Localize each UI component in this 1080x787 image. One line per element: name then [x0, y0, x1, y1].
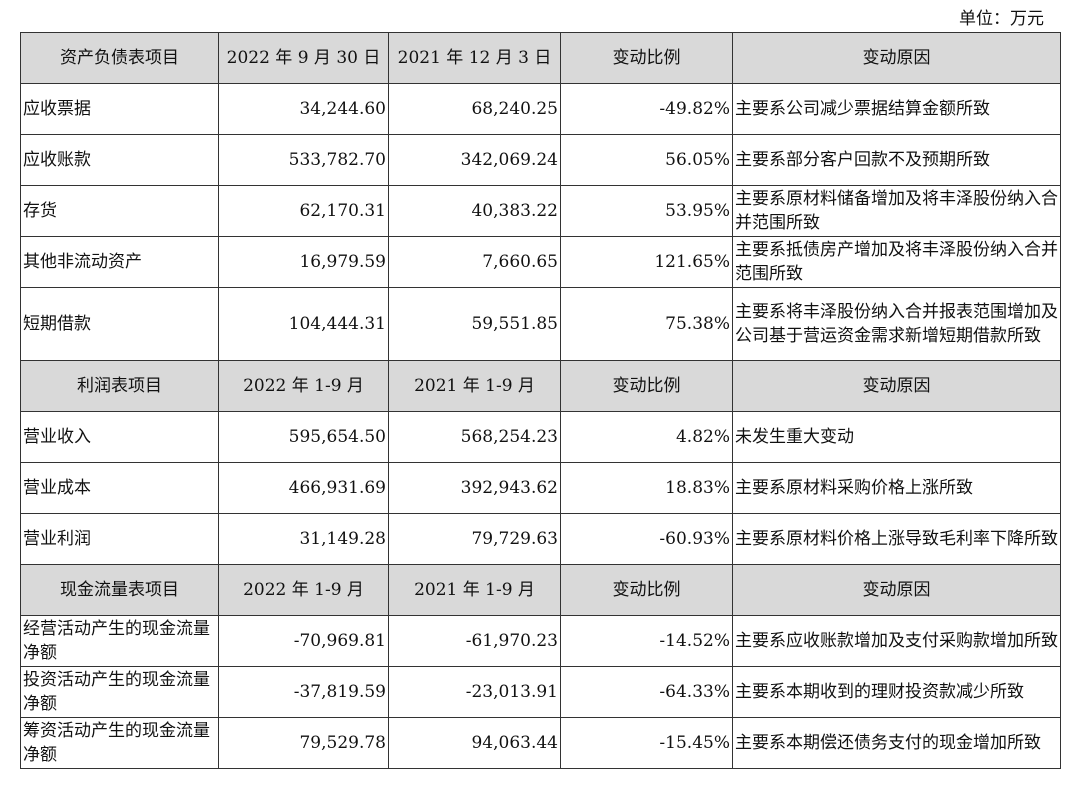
col-header-reason: 变动原因 [732, 32, 1061, 84]
row-item-name: 应收账款 [20, 134, 219, 186]
col-header-period-2: 2021 年 1-9 月 [388, 564, 561, 616]
col-header-period-2: 2021 年 12 月 3 日 [388, 32, 561, 84]
change-ratio: 75.38% [560, 287, 733, 361]
col-header-period-1: 2022 年 1-9 月 [218, 360, 389, 412]
value-prior: 392,943.62 [388, 462, 561, 514]
change-reason: 主要系原材料价格上涨导致毛利率下降所致 [732, 513, 1061, 565]
change-ratio: -15.45% [560, 717, 733, 769]
value-current: 595,654.50 [218, 411, 389, 463]
table-row: 短期借款 104,444.31 59,551.85 75.38% 主要系将丰泽股份纳入合… [20, 287, 1061, 361]
section-header-row: 资产负债表项目 2022 年 9 月 30 日 2021 年 12 月 3 日变动比… [20, 32, 1061, 84]
table-row: 营业收入 595,654.50 568,254.23 4.82% 未发生重大变动 [20, 411, 1061, 463]
row-item-name: 存货 [20, 185, 219, 237]
financial-changes-table: 资产负债表项目 2022 年 9 月 30 日 2021 年 12 月 3 日变动比… [20, 32, 1061, 769]
table-row: 应收票据 34,244.60 68,240.25 -49.82% 主要系公司减少票据结算… [20, 83, 1061, 135]
change-reason: 主要系抵债房产增加及将丰泽股份纳入合并范围所致 [732, 236, 1061, 288]
col-header-item: 资产负债表项目 [20, 32, 219, 84]
value-current: -37,819.59 [218, 666, 389, 718]
col-header-reason: 变动原因 [732, 360, 1061, 412]
value-current: 62,170.31 [218, 185, 389, 237]
value-prior: 59,551.85 [388, 287, 561, 361]
change-ratio: -49.82% [560, 83, 733, 135]
change-reason: 未发生重大变动 [732, 411, 1061, 463]
row-item-name: 其他非流动资产 [20, 236, 219, 288]
change-ratio: 53.95% [560, 185, 733, 237]
row-item-name: 筹资活动产生的现金流量净额 [20, 717, 219, 769]
row-item-name: 应收票据 [20, 83, 219, 135]
change-reason: 主要系将丰泽股份纳入合并报表范围增加及公司基于营运资金需求新增短期借款所致 [732, 287, 1061, 361]
col-header-ratio: 变动比例 [560, 564, 733, 616]
change-reason: 主要系本期偿还债务支付的现金增加所致 [732, 717, 1061, 769]
change-ratio: 18.83% [560, 462, 733, 514]
section-header-row: 现金流量表项目 2022 年 1-9 月 2021 年 1-9 月变动比例 变动原因 [20, 564, 1061, 616]
col-header-ratio: 变动比例 [560, 360, 733, 412]
row-item-name: 营业收入 [20, 411, 219, 463]
value-prior: 79,729.63 [388, 513, 561, 565]
col-header-period-1: 2022 年 1-9 月 [218, 564, 389, 616]
unit-label: 单位：万元 [959, 9, 1044, 29]
change-reason: 主要系应收账款增加及支付采购款增加所致 [732, 615, 1061, 667]
col-header-item: 现金流量表项目 [20, 564, 219, 616]
change-ratio: 4.82% [560, 411, 733, 463]
change-ratio: 121.65% [560, 236, 733, 288]
col-header-reason: 变动原因 [732, 564, 1061, 616]
row-item-name: 营业利润 [20, 513, 219, 565]
row-item-name: 投资活动产生的现金流量净额 [20, 666, 219, 718]
table-row: 应收账款 533,782.70 342,069.24 56.05% 主要系部分客户回款不… [20, 134, 1061, 186]
value-prior: 94,063.44 [388, 717, 561, 769]
change-ratio: -64.33% [560, 666, 733, 718]
row-item-name: 短期借款 [20, 287, 219, 361]
change-reason: 主要系原材料采购价格上涨所致 [732, 462, 1061, 514]
table-row: 存货 62,170.31 40,383.22 53.95% 主要系原材料储备增加及将丰泽… [20, 185, 1061, 237]
value-current: 79,529.78 [218, 717, 389, 769]
value-prior: 342,069.24 [388, 134, 561, 186]
value-prior: -61,970.23 [388, 615, 561, 667]
value-prior: 7,660.65 [388, 236, 561, 288]
table-row: 营业成本 466,931.69 392,943.62 18.83% 主要系原材料采购价格… [20, 462, 1061, 514]
col-header-ratio: 变动比例 [560, 32, 733, 84]
change-reason: 主要系本期收到的理财投资款减少所致 [732, 666, 1061, 718]
value-current: 16,979.59 [218, 236, 389, 288]
value-current: 533,782.70 [218, 134, 389, 186]
value-current: 104,444.31 [218, 287, 389, 361]
change-reason: 主要系原材料储备增加及将丰泽股份纳入合并范围所致 [732, 185, 1061, 237]
table-row: 营业利润 31,149.28 79,729.63 -60.93% 主要系原材料价格上涨导… [20, 513, 1061, 565]
change-ratio: 56.05% [560, 134, 733, 186]
col-header-period-2: 2021 年 1-9 月 [388, 360, 561, 412]
row-item-name: 营业成本 [20, 462, 219, 514]
value-current: 31,149.28 [218, 513, 389, 565]
change-ratio: -60.93% [560, 513, 733, 565]
change-ratio: -14.52% [560, 615, 733, 667]
value-current: 34,244.60 [218, 83, 389, 135]
change-reason: 主要系部分客户回款不及预期所致 [732, 134, 1061, 186]
section-header-row: 利润表项目 2022 年 1-9 月 2021 年 1-9 月变动比例 变动原因 [20, 360, 1061, 412]
value-current: -70,969.81 [218, 615, 389, 667]
table-row: 经营活动产生的现金流量净额 -70,969.81 -61,970.23 -14.52%… [20, 615, 1061, 667]
table-row: 筹资活动产生的现金流量净额 79,529.78 94,063.44 -15.45% 主要… [20, 717, 1061, 769]
value-prior: 568,254.23 [388, 411, 561, 463]
col-header-item: 利润表项目 [20, 360, 219, 412]
value-current: 466,931.69 [218, 462, 389, 514]
table-row: 投资活动产生的现金流量净额 -37,819.59 -23,013.91 -64.33%… [20, 666, 1061, 718]
col-header-period-1: 2022 年 9 月 30 日 [218, 32, 389, 84]
value-prior: -23,013.91 [388, 666, 561, 718]
value-prior: 40,383.22 [388, 185, 561, 237]
change-reason: 主要系公司减少票据结算金额所致 [732, 83, 1061, 135]
table-row: 其他非流动资产 16,979.59 7,660.65 121.65% 主要系抵债房产增加… [20, 236, 1061, 288]
row-item-name: 经营活动产生的现金流量净额 [20, 615, 219, 667]
value-prior: 68,240.25 [388, 83, 561, 135]
